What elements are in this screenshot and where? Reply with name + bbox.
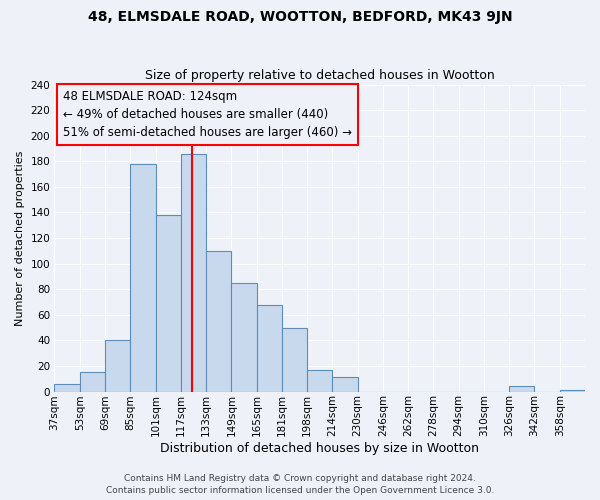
Bar xyxy=(282,328,307,392)
Bar xyxy=(232,283,257,392)
Bar xyxy=(80,372,105,392)
Bar xyxy=(130,164,155,392)
Bar xyxy=(257,304,282,392)
X-axis label: Distribution of detached houses by size in Wootton: Distribution of detached houses by size … xyxy=(160,442,479,455)
Bar xyxy=(155,215,181,392)
Text: Contains HM Land Registry data © Crown copyright and database right 2024.
Contai: Contains HM Land Registry data © Crown c… xyxy=(106,474,494,495)
Title: Size of property relative to detached houses in Wootton: Size of property relative to detached ho… xyxy=(145,69,494,82)
Text: 48 ELMSDALE ROAD: 124sqm
← 49% of detached houses are smaller (440)
51% of semi-: 48 ELMSDALE ROAD: 124sqm ← 49% of detach… xyxy=(64,90,352,138)
Bar xyxy=(307,370,332,392)
Bar xyxy=(206,251,232,392)
Y-axis label: Number of detached properties: Number of detached properties xyxy=(15,150,25,326)
Bar xyxy=(55,384,80,392)
Bar xyxy=(560,390,585,392)
Text: 48, ELMSDALE ROAD, WOOTTON, BEDFORD, MK43 9JN: 48, ELMSDALE ROAD, WOOTTON, BEDFORD, MK4… xyxy=(88,10,512,24)
Bar xyxy=(332,378,358,392)
Bar xyxy=(181,154,206,392)
Bar xyxy=(509,386,535,392)
Bar xyxy=(105,340,130,392)
